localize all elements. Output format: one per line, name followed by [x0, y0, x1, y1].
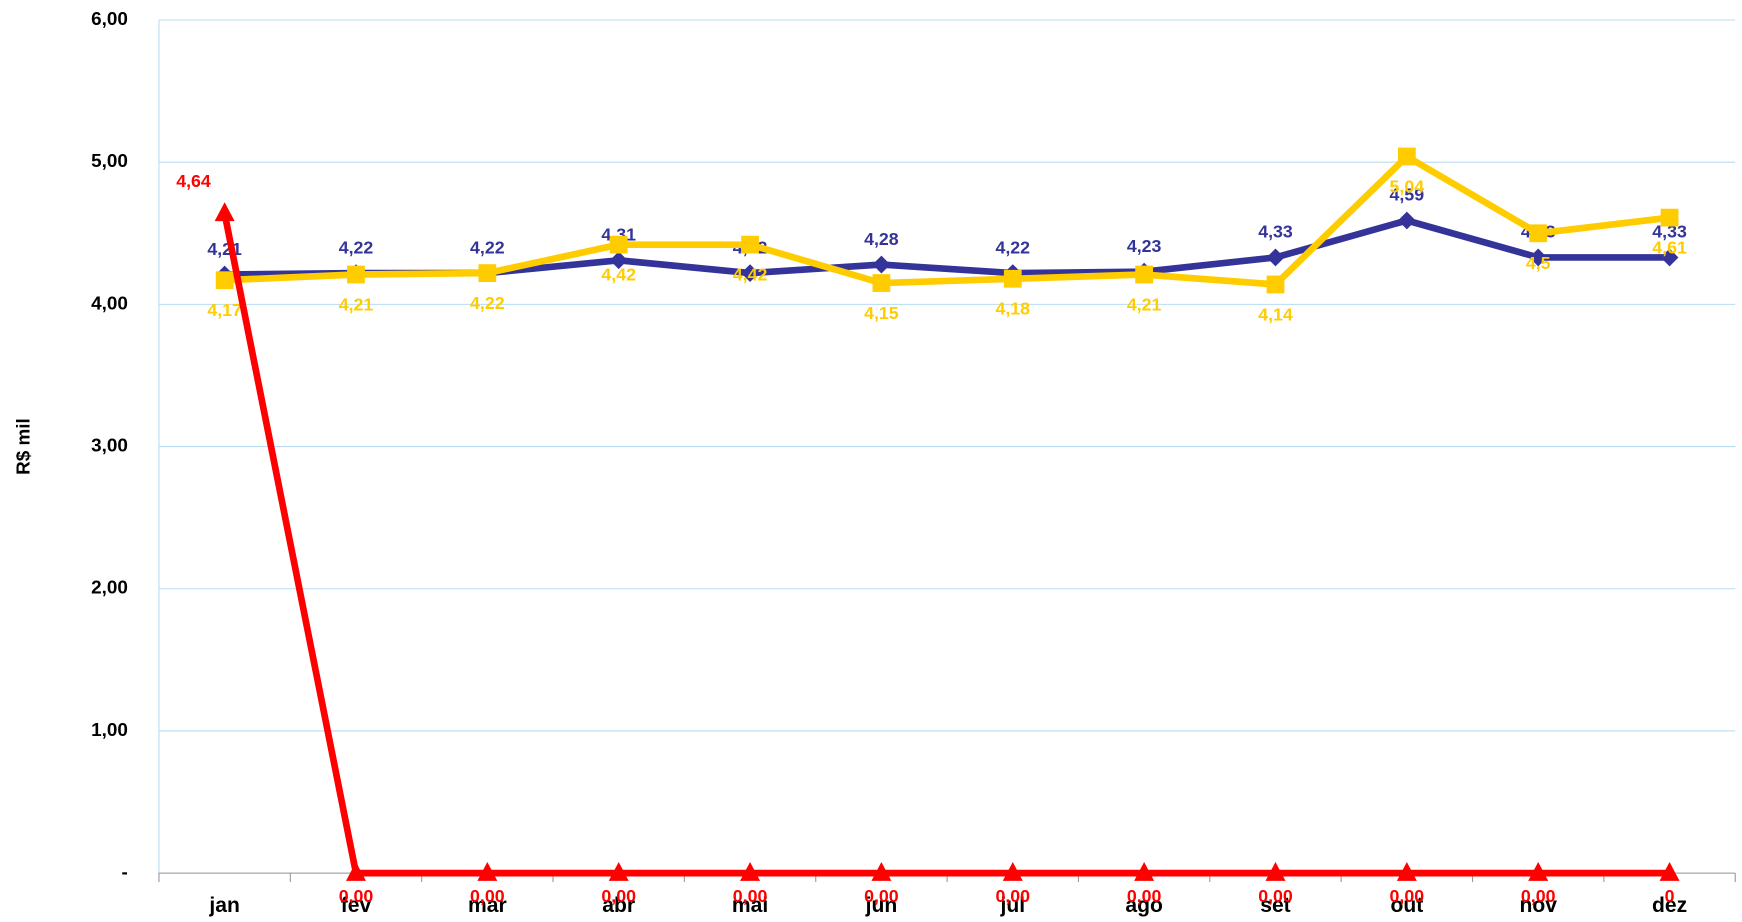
x-tick-label: jun — [865, 894, 898, 917]
marker — [608, 862, 629, 881]
data-label: 0,00 — [470, 886, 505, 906]
marker — [345, 862, 366, 881]
data-label: 4,5 — [1526, 253, 1551, 273]
marker — [1529, 224, 1548, 243]
marker — [1265, 862, 1286, 881]
marker — [215, 271, 234, 290]
series-line — [224, 217, 1670, 278]
x-tick-label: abr — [602, 894, 635, 917]
x-tick-label: out — [1390, 894, 1423, 917]
marker — [741, 235, 759, 254]
x-tick-label: nov — [1519, 894, 1557, 917]
y-tick-label: 4,00 — [91, 293, 128, 314]
y-tick-label: 3,00 — [91, 436, 128, 457]
marker — [1397, 211, 1416, 230]
y-tick-label: 2,00 — [91, 578, 128, 599]
marker — [1266, 275, 1285, 294]
marker — [477, 862, 498, 881]
marker — [1659, 862, 1680, 881]
marker — [1660, 208, 1679, 227]
x-tick-label: jul — [999, 894, 1025, 917]
data-label: 4,33 — [1652, 222, 1687, 242]
data-label: 0,00 — [864, 886, 899, 906]
data-label: 0,00 — [1390, 886, 1425, 906]
marker — [1003, 269, 1022, 288]
data-label: 4,17 — [207, 300, 242, 320]
marker — [872, 255, 891, 274]
data-label: 0,00 — [995, 886, 1030, 906]
x-tick-label: dez — [1652, 894, 1687, 917]
marker — [1397, 147, 1416, 166]
marker — [871, 862, 892, 881]
x-tick-label: ago — [1125, 894, 1163, 917]
data-label: 0,00 — [601, 886, 636, 906]
y-tick-label: 6,00 — [91, 9, 128, 30]
data-label: 4,15 — [864, 303, 899, 323]
marker — [1528, 862, 1549, 881]
x-tick-label: jan — [208, 894, 239, 917]
x-tick-label: mai — [732, 894, 768, 917]
marker — [478, 264, 497, 282]
x-tick-label: mar — [468, 894, 507, 917]
marker — [609, 235, 628, 254]
data-label: 4,61 — [1652, 237, 1687, 257]
data-label: 4,22 — [995, 237, 1030, 257]
data-label: 4,22 — [339, 237, 374, 257]
data-label: 4,64 — [176, 171, 211, 191]
marker — [740, 862, 761, 881]
marker — [1266, 248, 1285, 267]
data-label: 4,28 — [864, 229, 899, 249]
series-line — [224, 153, 1670, 288]
data-label: 4,21 — [339, 294, 374, 314]
marker — [1135, 265, 1154, 284]
data-label: 5,04 — [1390, 176, 1425, 196]
y-tick-label: 1,00 — [91, 720, 128, 741]
y-tick-label: - — [122, 862, 128, 883]
marker — [1396, 862, 1417, 881]
data-label: 4,59 — [1390, 185, 1425, 205]
data-label: 4,21 — [207, 239, 242, 259]
data-label: 4,22 — [470, 293, 505, 313]
x-tick-label: set — [1260, 894, 1291, 917]
data-label: 4,18 — [995, 299, 1030, 319]
marker — [1002, 862, 1023, 881]
y-tick-label: 5,00 — [91, 151, 128, 172]
y-axis-title: R$ mil — [14, 418, 35, 475]
data-label: 0,00 — [1127, 886, 1162, 906]
marker — [214, 202, 235, 222]
data-label: 4,14 — [1258, 304, 1293, 324]
x-tick-label: fev — [341, 894, 372, 917]
data-label: 4,21 — [1127, 294, 1162, 314]
data-label: 0,00 — [733, 886, 768, 906]
data-label: 0,00 — [339, 886, 374, 906]
data-label: 4,22 — [470, 237, 505, 257]
data-label: 4,33 — [1258, 222, 1293, 242]
series-line — [221, 212, 1670, 877]
data-label: 0,00 — [1521, 886, 1556, 906]
marker — [347, 265, 365, 284]
data-label: 4,42 — [733, 264, 768, 284]
data-label: 0,00 — [1258, 886, 1293, 906]
marker — [741, 264, 759, 282]
data-label: 0 — [1665, 886, 1675, 906]
marker — [872, 274, 891, 292]
data-label: 4,42 — [601, 264, 636, 284]
data-label: 4,23 — [1127, 236, 1162, 256]
marker — [1134, 862, 1155, 881]
marker — [1529, 248, 1548, 267]
